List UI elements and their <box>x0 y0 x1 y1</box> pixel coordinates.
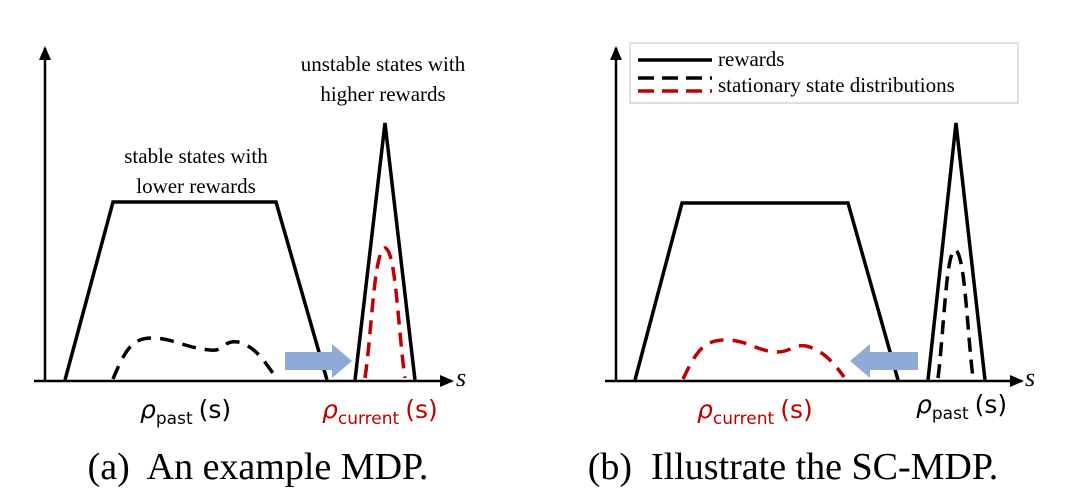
panel-b: s rewards stationary state distributions… <box>588 42 1035 488</box>
reward-curve-spike-b <box>926 122 987 381</box>
legend-distributions-label: stationary state distributions <box>718 73 955 97</box>
x-axis-label-b: s <box>1025 363 1035 392</box>
past-distribution-curve-a <box>111 336 277 380</box>
caption-b: (b) Illustrate the SC-MDP. <box>588 446 999 488</box>
legend-rewards-label: rewards <box>718 47 784 71</box>
panel-a: s unstable states with higher rewards st… <box>34 46 466 488</box>
annotation-stable-line2: lower rewards <box>136 174 256 198</box>
shift-arrow-a <box>285 344 352 378</box>
shift-arrow-b <box>850 344 918 378</box>
legend-box <box>629 42 1019 104</box>
annotation-unstable-line2: higher rewards <box>320 82 445 106</box>
x-axis-label-a: s <box>456 363 466 392</box>
rho-past-label-b: ρpast (s) <box>916 390 1007 424</box>
rho-current-label-a: ρcurrent (s) <box>322 395 438 429</box>
annotation-unstable-line1: unstable states with <box>301 52 466 76</box>
reward-curve-spike-a <box>353 122 417 381</box>
rho-current-label-b: ρcurrent (s) <box>697 395 813 429</box>
caption-a: (a) An example MDP. <box>88 446 429 488</box>
reward-curve-stable-b <box>633 201 900 381</box>
reward-curve-stable-a <box>63 200 329 381</box>
rho-past-label-a: ρpast (s) <box>140 395 231 429</box>
current-distribution-curve-b <box>681 338 846 380</box>
past-distribution-curve-b <box>936 248 975 379</box>
current-distribution-curve-a <box>363 246 407 379</box>
annotation-stable-line1: stable states with <box>124 144 268 168</box>
